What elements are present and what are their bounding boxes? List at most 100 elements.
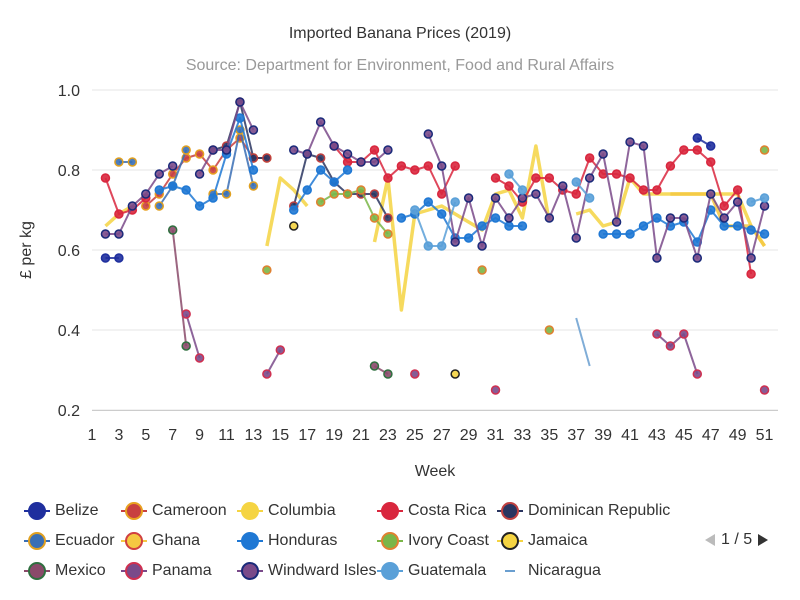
data-point-costa-rica[interactable] <box>423 161 434 171</box>
data-point-windward-isles[interactable] <box>759 201 770 211</box>
data-point-costa-rica[interactable] <box>383 173 393 183</box>
data-point-honduras[interactable] <box>342 165 353 175</box>
data-point-panama[interactable] <box>181 309 191 319</box>
data-point-mexico[interactable] <box>383 369 393 379</box>
data-point-honduras[interactable] <box>477 221 487 231</box>
data-point-cameroon[interactable] <box>194 149 205 159</box>
data-point-honduras[interactable] <box>746 225 756 235</box>
data-point-windward-isles[interactable] <box>584 173 595 183</box>
data-point-panama[interactable] <box>692 369 703 379</box>
data-point-guatemala[interactable] <box>759 193 770 203</box>
data-point-windward-isles[interactable] <box>611 217 622 227</box>
data-point-dominican-republic[interactable] <box>383 213 393 223</box>
data-point-costa-rica[interactable] <box>732 185 743 195</box>
data-point-honduras[interactable] <box>732 221 743 231</box>
data-point-honduras[interactable] <box>638 221 649 231</box>
data-point-panama[interactable] <box>410 369 420 379</box>
data-point-costa-rica[interactable] <box>504 181 514 191</box>
data-point-panama[interactable] <box>194 353 205 363</box>
data-point-dominican-republic[interactable] <box>369 189 380 199</box>
legend-prev-arrow-icon[interactable] <box>705 534 715 546</box>
data-point-costa-rica[interactable] <box>692 145 703 155</box>
data-point-ivory-coast[interactable] <box>356 185 366 195</box>
legend-item-honduras[interactable]: Honduras <box>235 530 337 552</box>
data-point-windward-isles[interactable] <box>436 161 447 171</box>
legend-item-jamaica[interactable]: Jamaica <box>495 530 588 552</box>
data-point-honduras[interactable] <box>504 221 514 231</box>
data-point-windward-isles[interactable] <box>719 213 729 223</box>
data-point-costa-rica[interactable] <box>396 161 407 171</box>
data-point-costa-rica[interactable] <box>114 209 124 219</box>
data-point-belize[interactable] <box>705 141 716 151</box>
data-point-honduras[interactable] <box>208 193 218 203</box>
data-point-mexico[interactable] <box>369 361 380 371</box>
series-mexico[interactable] <box>167 225 393 379</box>
data-point-costa-rica[interactable] <box>719 201 729 211</box>
data-point-windward-isles[interactable] <box>342 149 353 159</box>
data-point-dominican-republic[interactable] <box>315 153 326 163</box>
data-point-windward-isles[interactable] <box>490 193 501 203</box>
data-point-windward-isles[interactable] <box>558 181 568 191</box>
data-point-ivory-coast[interactable] <box>383 229 393 239</box>
data-point-panama[interactable] <box>262 369 272 379</box>
legend-item-ivory-coast[interactable]: Ivory Coast <box>375 530 489 552</box>
data-point-windward-isles[interactable] <box>705 189 716 199</box>
data-point-windward-isles[interactable] <box>517 193 528 203</box>
legend-item-mexico[interactable]: Mexico <box>22 560 106 582</box>
data-point-costa-rica[interactable] <box>490 173 501 183</box>
data-point-windward-isles[interactable] <box>477 241 487 251</box>
data-point-costa-rica[interactable] <box>611 169 622 179</box>
legend-item-costa-rica[interactable]: Costa Rica <box>375 500 486 522</box>
data-point-panama[interactable] <box>275 345 286 355</box>
data-point-guatemala[interactable] <box>450 197 460 207</box>
data-point-guatemala[interactable] <box>504 169 514 179</box>
data-point-windward-isles[interactable] <box>463 193 474 203</box>
data-point-costa-rica[interactable] <box>665 161 676 171</box>
series-windward-isles[interactable] <box>100 97 770 263</box>
data-point-costa-rica[interactable] <box>679 145 689 155</box>
data-point-guatemala[interactable] <box>746 197 756 207</box>
data-point-windward-isles[interactable] <box>625 137 635 147</box>
data-point-windward-isles[interactable] <box>598 149 608 159</box>
data-point-ecuador[interactable] <box>221 189 232 199</box>
data-point-windward-isles[interactable] <box>167 161 178 171</box>
data-point-ivory-coast[interactable] <box>329 189 339 199</box>
data-point-honduras[interactable] <box>396 213 407 223</box>
data-point-honduras[interactable] <box>517 221 528 231</box>
data-point-windward-isles[interactable] <box>141 189 151 199</box>
data-point-honduras[interactable] <box>652 213 662 223</box>
data-point-costa-rica[interactable] <box>746 269 756 279</box>
legend-item-guatemala[interactable]: Guatemala <box>375 560 486 582</box>
data-point-ivory-coast[interactable] <box>342 189 353 199</box>
data-point-honduras[interactable] <box>329 177 339 187</box>
data-point-windward-isles[interactable] <box>315 117 326 127</box>
data-point-panama[interactable] <box>759 385 770 395</box>
data-point-honduras[interactable] <box>154 185 165 195</box>
series-nicaragua[interactable] <box>575 317 591 367</box>
data-point-costa-rica[interactable] <box>450 161 460 171</box>
data-point-costa-rica[interactable] <box>342 157 353 167</box>
data-point-dominican-republic[interactable] <box>262 153 272 163</box>
data-point-honduras[interactable] <box>490 213 501 223</box>
data-point-panama[interactable] <box>652 329 662 339</box>
data-point-windward-isles[interactable] <box>289 145 299 155</box>
legend-item-ghana[interactable]: Ghana <box>119 530 200 552</box>
data-point-costa-rica[interactable] <box>625 173 635 183</box>
data-point-windward-isles[interactable] <box>235 97 245 107</box>
data-point-costa-rica[interactable] <box>652 185 662 195</box>
data-point-honduras[interactable] <box>302 185 312 195</box>
data-point-windward-isles[interactable] <box>544 213 555 223</box>
legend-item-nicaragua[interactable]: Nicaragua <box>495 560 601 582</box>
data-point-jamaica[interactable] <box>450 369 460 379</box>
legend-next-arrow-icon[interactable] <box>758 534 769 546</box>
data-point-ecuador[interactable] <box>114 157 124 167</box>
data-point-windward-isles[interactable] <box>194 169 205 179</box>
data-point-ivory-coast[interactable] <box>477 265 487 275</box>
data-point-panama[interactable] <box>679 329 689 339</box>
data-point-honduras[interactable] <box>598 229 608 239</box>
data-point-ecuador[interactable] <box>127 157 138 167</box>
data-point-panama[interactable] <box>490 385 501 395</box>
plot-area[interactable] <box>100 97 770 395</box>
data-point-windward-isles[interactable] <box>652 253 662 263</box>
data-point-costa-rica[interactable] <box>100 173 111 183</box>
